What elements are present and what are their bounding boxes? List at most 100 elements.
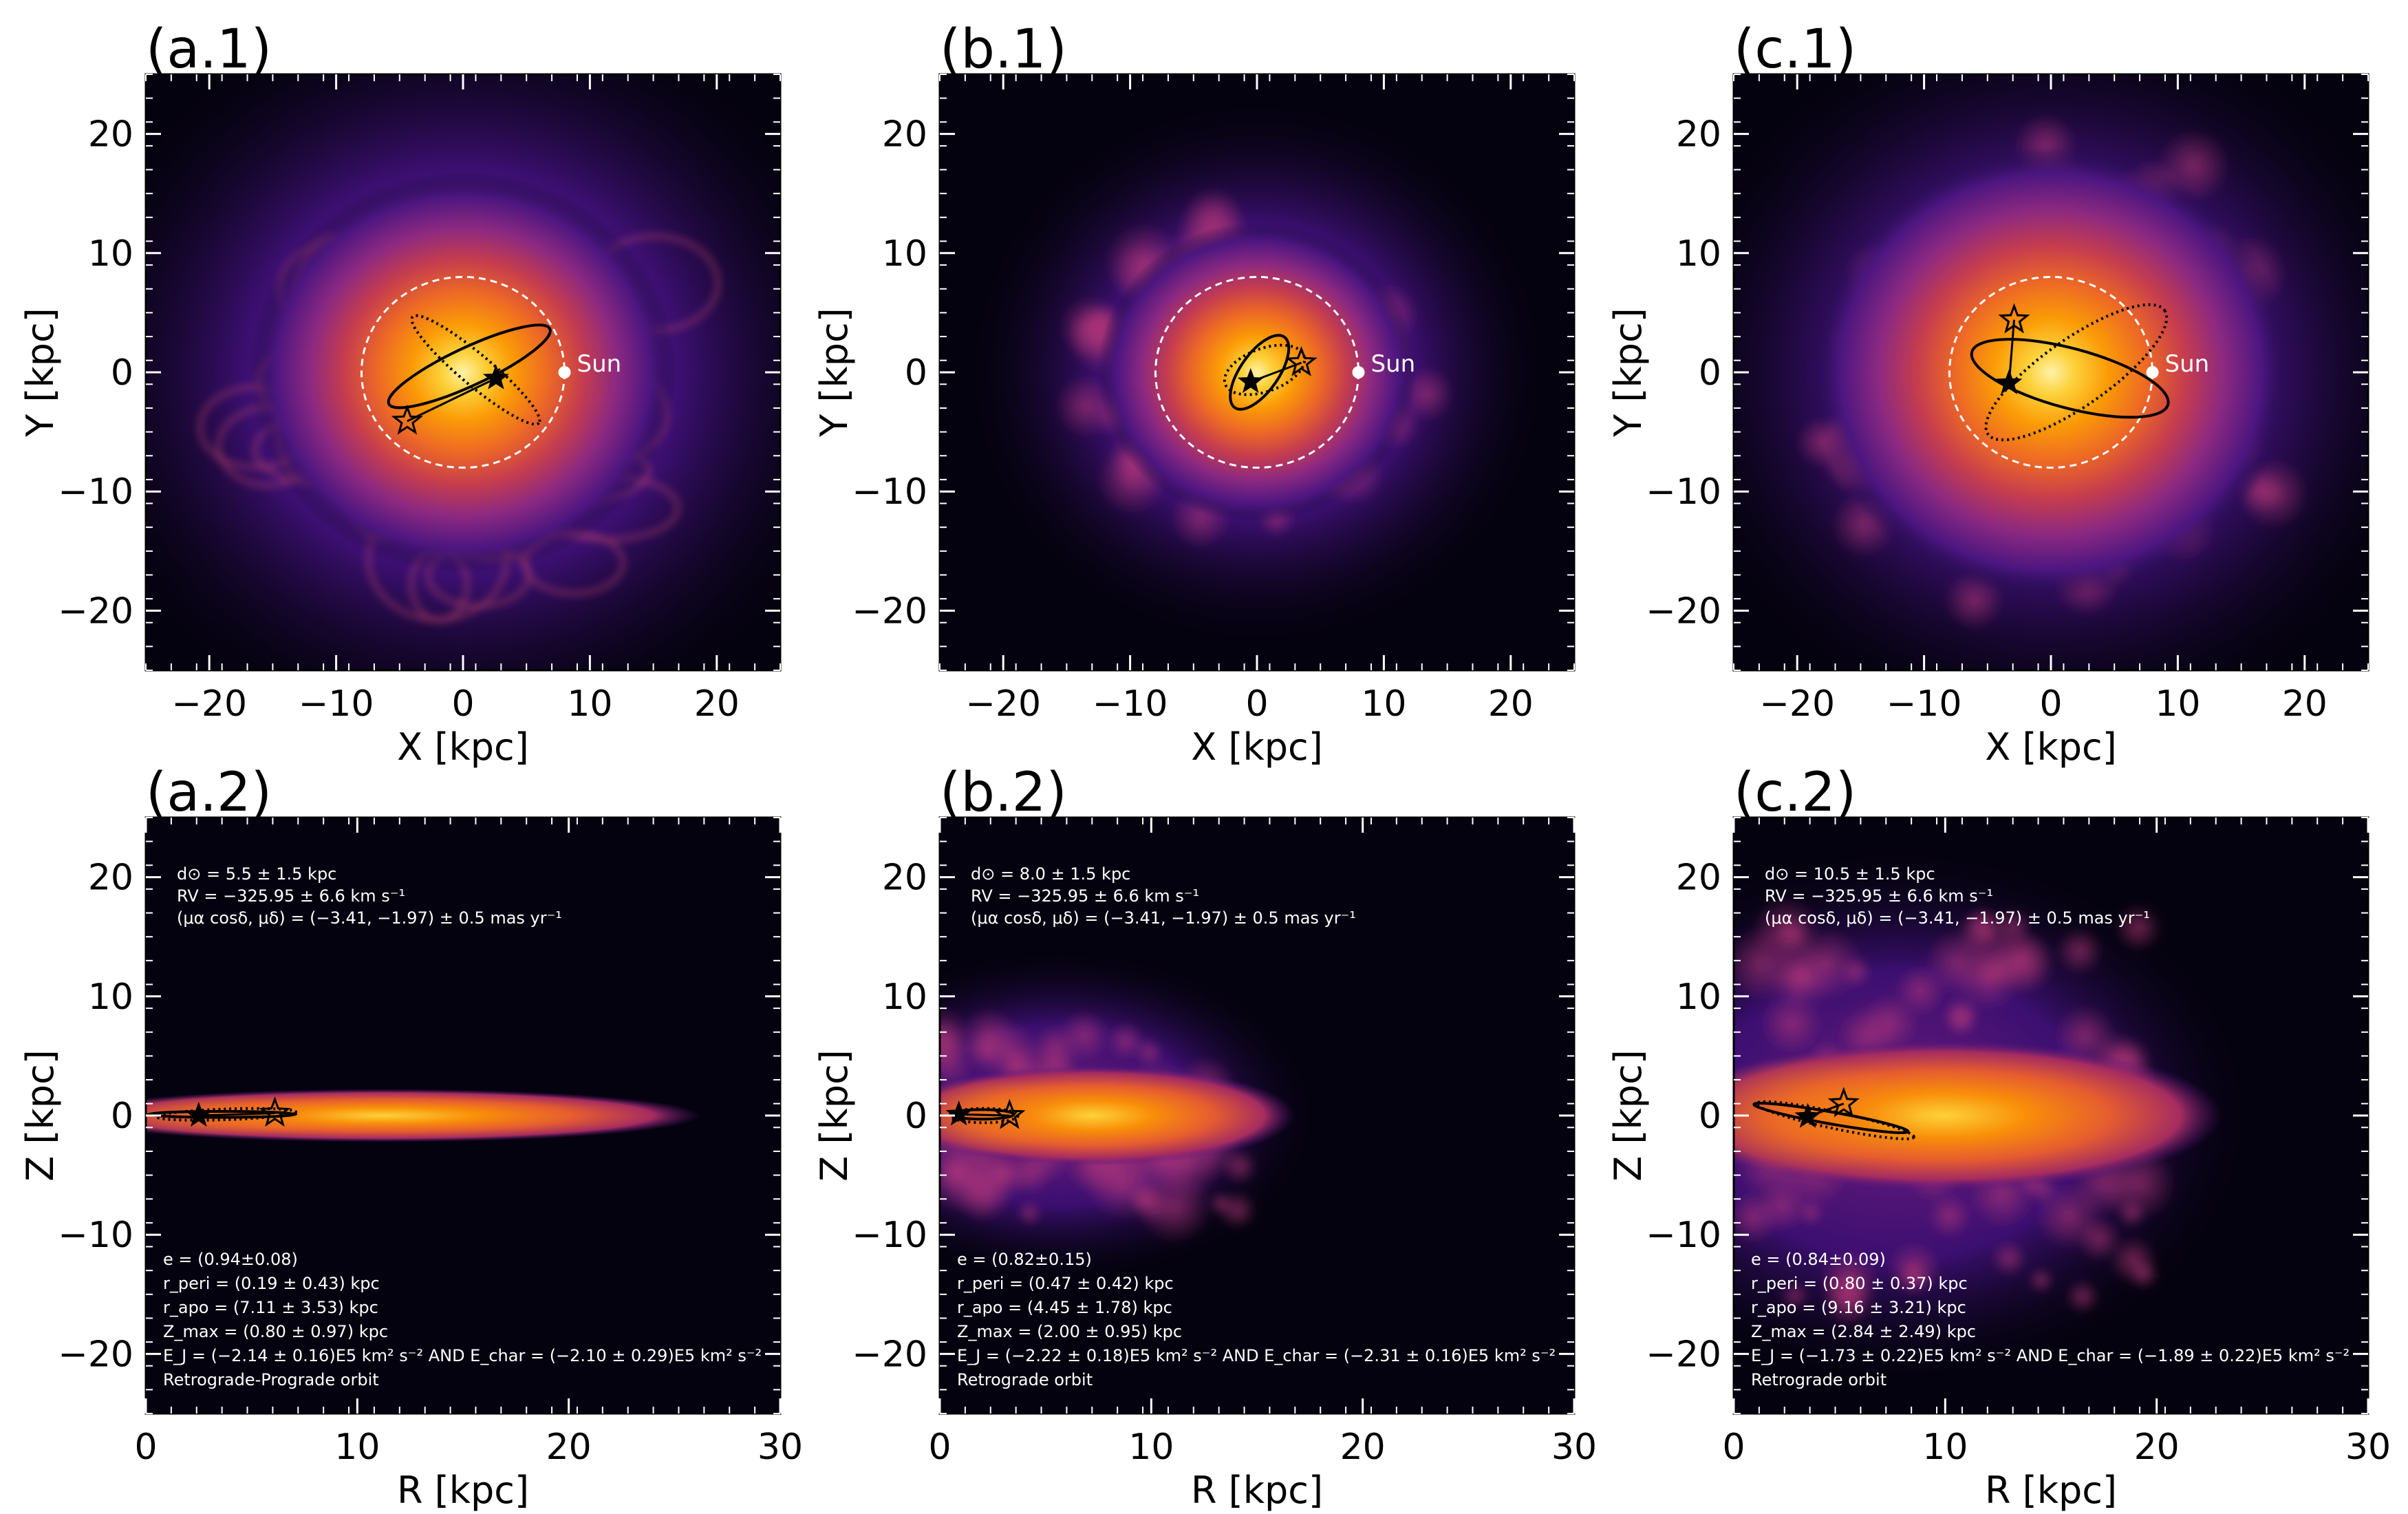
- y-tick-label: −10: [1646, 471, 1721, 513]
- initial-position-star: [1285, 345, 1318, 376]
- panel-b1: Sun −20 −10 0 10 20 −20 −10 0 10 20 (b.1) X [kpc] Y […: [813, 19, 1576, 769]
- orbit-solid: [387, 323, 552, 409]
- x-tick-label: −20: [1759, 683, 1835, 725]
- orbit-solid: [1229, 334, 1291, 411]
- panel-title: (a.1): [146, 19, 272, 81]
- y-tick-label: −10: [58, 471, 133, 513]
- y-tick-label: −10: [852, 1215, 927, 1256]
- initial-position-star: [259, 1096, 291, 1127]
- structure-blob: [2055, 927, 2104, 975]
- structure-blob: [941, 1148, 1011, 1218]
- info-bottom-line: r_peri = (0.80 ± 0.37) kpc: [1751, 1274, 1968, 1293]
- y-axis-label: Z [kpc]: [19, 1049, 62, 1182]
- structure-blob: [940, 1006, 971, 1067]
- y-tick-label: −20: [58, 1334, 133, 1375]
- x-axis-label: R [kpc]: [397, 1469, 529, 1512]
- track-line: [407, 377, 497, 423]
- x-axis-label: R [kpc]: [1985, 1469, 2117, 1512]
- info-bottom-line: Retrograde orbit: [1751, 1370, 1886, 1389]
- current-position-star: [1237, 367, 1264, 393]
- x-tick-label: 10: [2155, 683, 2200, 725]
- panel-title: (b.2): [940, 762, 1067, 824]
- structure-blob: [1791, 927, 1864, 1000]
- x-tick-label: 20: [2134, 1427, 2180, 1468]
- y-tick-label: 10: [88, 233, 133, 275]
- initial-position-star: [1827, 1087, 1860, 1118]
- info-bottom-line: Z_max = (2.84 ± 2.49) kpc: [1751, 1322, 1976, 1341]
- structure-blob: [1126, 1182, 1157, 1213]
- y-tick-label: −10: [1646, 1215, 1721, 1256]
- structure-blob: [1927, 1194, 1972, 1239]
- y-tick-label: 20: [88, 857, 133, 899]
- y-axis-label: Y [kpc]: [1606, 308, 1650, 438]
- info-top-line: RV = −325.95 ± 6.6 km s⁻¹: [177, 886, 405, 906]
- structure-blob: [1780, 1281, 1809, 1311]
- sun-label: Sun: [1371, 350, 1416, 378]
- x-tick-label: 10: [334, 1427, 380, 1468]
- structure-blob: [2028, 1266, 2054, 1294]
- y-tick-label: 0: [905, 352, 927, 394]
- info-top-line: d⊙ = 8.0 ± 1.5 kpc: [971, 864, 1130, 884]
- panel-title: (b.1): [940, 19, 1067, 81]
- y-tick-label: −10: [58, 1215, 133, 1256]
- x-tick-label: 10: [1128, 1427, 1174, 1468]
- info-bottom-line: r_peri = (0.19 ± 0.43) kpc: [163, 1274, 380, 1293]
- x-axis-label: X [kpc]: [397, 725, 529, 769]
- x-tick-label: 0: [134, 1427, 157, 1468]
- info-top-line: (μα cosδ, μδ) = (−3.41, −1.97) ± 0.5 mas…: [1765, 908, 2150, 928]
- x-tick-label: 20: [2282, 683, 2328, 725]
- orbit-dotted: [155, 1107, 298, 1122]
- x-tick-label: 10: [1922, 1427, 1968, 1468]
- y-tick-label: 10: [88, 977, 133, 1018]
- y-tick-label: −20: [58, 590, 133, 632]
- x-tick-label: 20: [1340, 1427, 1386, 1468]
- info-top-line: d⊙ = 5.5 ± 1.5 kpc: [177, 864, 336, 884]
- y-tick-label: 0: [1699, 352, 1721, 394]
- panel-title: (a.2): [146, 762, 272, 824]
- x-tick-label: 30: [2345, 1427, 2391, 1468]
- y-tick-label: 10: [882, 977, 927, 1018]
- plot-area: [940, 818, 1574, 1414]
- structure-blob: [2076, 1215, 2122, 1262]
- info-top-line: (μα cosδ, μδ) = (−3.41, −1.97) ± 0.5 mas…: [971, 908, 1356, 928]
- info-bottom-line: E_J = (−1.73 ± 0.22)E5 km² s⁻² AND E_cha…: [1751, 1346, 2350, 1365]
- structure-blob: [960, 1007, 1018, 1065]
- info-bottom-line: e = (0.84±0.09): [1751, 1250, 1886, 1269]
- structure-blob: [1032, 1024, 1077, 1069]
- info-top-line: d⊙ = 10.5 ± 1.5 kpc: [1765, 864, 1935, 884]
- y-tick-label: −20: [1646, 1334, 1721, 1375]
- y-tick-label: 0: [905, 1096, 927, 1137]
- structure-blob: [1756, 1180, 1809, 1232]
- structure-blob: [2114, 904, 2162, 952]
- y-tick-label: 10: [1676, 977, 1721, 1018]
- structure-blob: [1860, 993, 1920, 1052]
- y-axis-label: Z [kpc]: [813, 1049, 856, 1182]
- info-bottom-line: E_J = (−2.14 ± 0.16)E5 km² s⁻² AND E_cha…: [163, 1346, 762, 1365]
- structure-blob: [1760, 992, 1823, 1055]
- plot-area: [146, 818, 780, 1414]
- x-tick-label: −10: [299, 683, 374, 725]
- info-bottom-line: Z_max = (2.00 ± 0.95) kpc: [957, 1322, 1182, 1341]
- x-tick-label: 0: [1245, 683, 1268, 725]
- structure-blob: [1990, 1239, 2028, 1277]
- x-tick-label: 10: [1361, 683, 1406, 725]
- info-bottom-line: r_apo = (9.16 ± 3.21) kpc: [1751, 1298, 1966, 1317]
- plot-area: Sun: [940, 74, 1574, 670]
- structure-blob: [1734, 926, 1800, 1002]
- orbit-dotted: [1755, 1100, 1915, 1140]
- y-tick-label: 0: [111, 352, 133, 394]
- x-tick-label: −10: [1093, 683, 1168, 725]
- disk-core: [1734, 1056, 1920, 1175]
- structure-blob: [1217, 1190, 1258, 1230]
- y-tick-label: −20: [1646, 590, 1721, 632]
- x-tick-label: 0: [928, 1427, 951, 1468]
- structure-blob: [1944, 1003, 1977, 1037]
- info-top-line: RV = −325.95 ± 6.6 km s⁻¹: [1765, 886, 1993, 906]
- structure-blob: [1823, 1276, 1874, 1328]
- sun-label: Sun: [577, 350, 622, 378]
- y-tick-label: 10: [1676, 233, 1721, 275]
- halo-core: [1097, 222, 1417, 523]
